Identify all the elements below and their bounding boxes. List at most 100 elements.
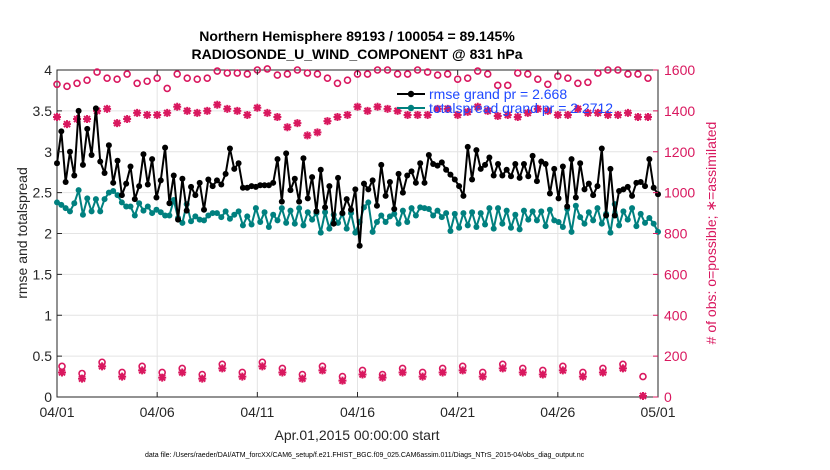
rmse-point <box>546 190 553 197</box>
assimilated-obs-marker <box>563 110 572 119</box>
possible-obs-marker <box>143 77 151 86</box>
totalspread-point <box>101 196 108 203</box>
totalspread-point <box>118 199 125 206</box>
rmse-point <box>650 184 657 191</box>
possible-obs-marker <box>594 69 602 77</box>
possible-obs-marker <box>403 70 412 78</box>
totalspread-point <box>265 223 272 230</box>
assimilated-obs-marker <box>533 104 542 113</box>
possible-obs-marker <box>183 74 192 82</box>
rmse-point <box>75 107 82 114</box>
possible-obs-marker <box>193 75 202 83</box>
assimilated-obs-marker <box>353 102 362 111</box>
totalspread-point <box>71 200 78 207</box>
totalspread-point <box>192 213 199 220</box>
assimilated-obs-marker <box>278 368 287 377</box>
rmse-point <box>507 173 514 180</box>
assimilated-obs-marker <box>578 372 587 381</box>
rmse-point <box>105 142 112 149</box>
rmse-point <box>365 186 372 193</box>
rmse-point <box>226 145 233 152</box>
totalspread-point <box>646 214 653 221</box>
chart-title: Northern Hemisphere 89193 / 100054 = 89.… <box>199 28 515 44</box>
possible-obs-marker <box>263 65 272 73</box>
y-tick-label: 0.5 <box>33 348 53 364</box>
rmse-point <box>162 144 169 151</box>
rmse-point <box>594 183 601 190</box>
assimilated-obs-marker <box>163 108 172 117</box>
possible-obs-marker <box>163 84 171 93</box>
totalspread-point <box>123 203 130 210</box>
possible-obs-marker <box>433 71 442 79</box>
x-tick-label: 04/16 <box>340 404 375 420</box>
possible-obs-marker <box>443 70 452 78</box>
assimilated-obs-marker <box>153 110 162 119</box>
rmse-point <box>283 150 290 157</box>
rmse-point <box>356 242 363 249</box>
assimilated-obs-marker <box>613 110 622 119</box>
totalspread-point <box>248 221 255 228</box>
totalspread-point <box>542 223 549 230</box>
assimilated-obs-marker <box>373 102 382 111</box>
rmse-point <box>373 202 380 209</box>
rmse-point <box>309 174 316 181</box>
rmse-point <box>360 180 367 187</box>
possible-obs-marker <box>463 74 472 82</box>
rmse-point <box>451 176 458 183</box>
possible-obs-marker <box>473 67 482 75</box>
totalspread-point <box>520 207 527 214</box>
assimilated-obs-marker <box>478 372 487 381</box>
rmse-series <box>54 105 661 249</box>
totalspread-point <box>58 201 65 208</box>
assimilated-obs-marker <box>63 120 72 129</box>
totalspread-point <box>412 212 419 219</box>
assimilated-obs-marker <box>538 370 547 379</box>
y-tick-label: 0 <box>44 389 52 405</box>
rmse-point <box>417 160 424 167</box>
rmse-point <box>196 179 203 186</box>
assimilated-obs-marker <box>203 106 212 115</box>
possible-obs-marker <box>93 68 101 76</box>
rmse-point <box>140 151 147 158</box>
rmse-point <box>326 183 333 190</box>
totalspread-point <box>239 222 246 229</box>
rmse-point <box>213 177 220 184</box>
assimilated-obs-marker <box>433 104 442 113</box>
assimilated-obs-marker <box>258 362 267 371</box>
x-tick-label: 04/01 <box>39 404 74 420</box>
totalspread-point <box>149 210 156 217</box>
totalspread-point <box>252 205 259 212</box>
totalspread-point <box>352 229 359 236</box>
rmse-point <box>291 175 298 182</box>
assimilated-obs-marker <box>483 106 492 115</box>
assimilated-obs-marker <box>633 113 642 122</box>
assimilated-obs-marker <box>198 374 207 383</box>
x-tick-label: 04/06 <box>140 404 175 420</box>
possible-obs-marker <box>203 74 212 82</box>
rmse-point <box>520 161 527 168</box>
assimilated-obs-marker <box>118 372 127 381</box>
possible-obs-marker <box>313 70 322 78</box>
assimilated-obs-marker <box>313 128 322 137</box>
assimilated-obs-marker <box>543 106 552 115</box>
y2-tick-label: 400 <box>664 307 688 323</box>
obs-count-markers <box>53 65 652 400</box>
rmse-point <box>343 196 350 203</box>
rmse-point <box>348 206 355 213</box>
possible-obs-marker <box>564 74 572 82</box>
totalspread-point <box>607 229 614 236</box>
totalspread-point <box>257 219 264 226</box>
totalspread-point <box>79 211 86 218</box>
y2-tick-label: 1600 <box>664 62 695 78</box>
assimilated-obs-marker <box>83 115 92 124</box>
possible-obs-marker <box>383 66 392 74</box>
assimilated-obs-marker <box>643 113 652 122</box>
y-tick-label: 4 <box>44 62 52 78</box>
totalspread-point <box>244 213 251 220</box>
y-tick-label: 2.5 <box>33 185 53 201</box>
assimilated-obs-marker <box>218 364 227 373</box>
possible-obs-marker <box>53 80 61 89</box>
totalspread-point <box>157 209 164 216</box>
totalspread-point <box>499 220 506 227</box>
totalspread-point <box>209 210 216 217</box>
